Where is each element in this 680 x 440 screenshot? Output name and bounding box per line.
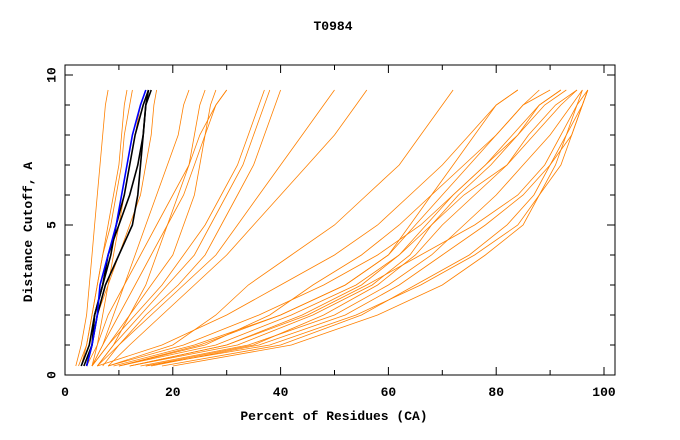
x-axis-label: Percent of Residues (CA) <box>240 409 427 424</box>
model-curve-6 <box>91 89 217 367</box>
y-axis-label: Distance Cutoff, A <box>21 162 36 303</box>
model-curve-13 <box>96 89 206 367</box>
x-tick-label: 80 <box>488 385 504 400</box>
model-curve-25 <box>118 89 551 367</box>
model-curve-3 <box>91 89 147 367</box>
curves-layer <box>75 89 589 367</box>
chart-title: T0984 <box>313 19 352 34</box>
model-curve-8 <box>91 89 265 367</box>
model-curve-12 <box>91 89 190 367</box>
model-curve-0 <box>75 89 109 367</box>
model-curve-29 <box>113 89 519 367</box>
x-tick-label: 0 <box>61 385 69 400</box>
model-curve-24 <box>140 89 583 367</box>
x-tick-label: 40 <box>273 385 289 400</box>
model-curve-27 <box>107 89 454 367</box>
model-curve-7 <box>96 89 271 367</box>
model-curve-14 <box>86 89 228 367</box>
model-curve-20 <box>172 89 589 367</box>
model-curve-16 <box>129 89 562 367</box>
ticks-layer: 0 20 40 60 80 100 0 5 10 <box>44 65 616 400</box>
model-curve-11 <box>107 89 368 367</box>
model-curve-30 <box>151 89 589 367</box>
x-tick-label: 60 <box>381 385 397 400</box>
model-curve-23 <box>107 89 562 367</box>
model-curve-26 <box>97 89 519 367</box>
x-tick-label: 100 <box>592 385 616 400</box>
model-curve-17 <box>145 89 578 367</box>
y-tick-label: 10 <box>44 67 59 83</box>
plot-frame <box>64 64 616 376</box>
model-curve-19 <box>161 89 583 367</box>
model-curve-10 <box>97 89 335 367</box>
model-curve-28 <box>129 89 589 367</box>
model-curve-34 <box>85 89 147 367</box>
model-curve-9 <box>102 89 281 367</box>
y-tick-label: 0 <box>44 371 59 379</box>
x-tick-label: 20 <box>165 385 181 400</box>
model-curve-22 <box>118 89 578 367</box>
model-curve-2 <box>80 89 133 367</box>
y-tick-label: 5 <box>44 221 59 229</box>
